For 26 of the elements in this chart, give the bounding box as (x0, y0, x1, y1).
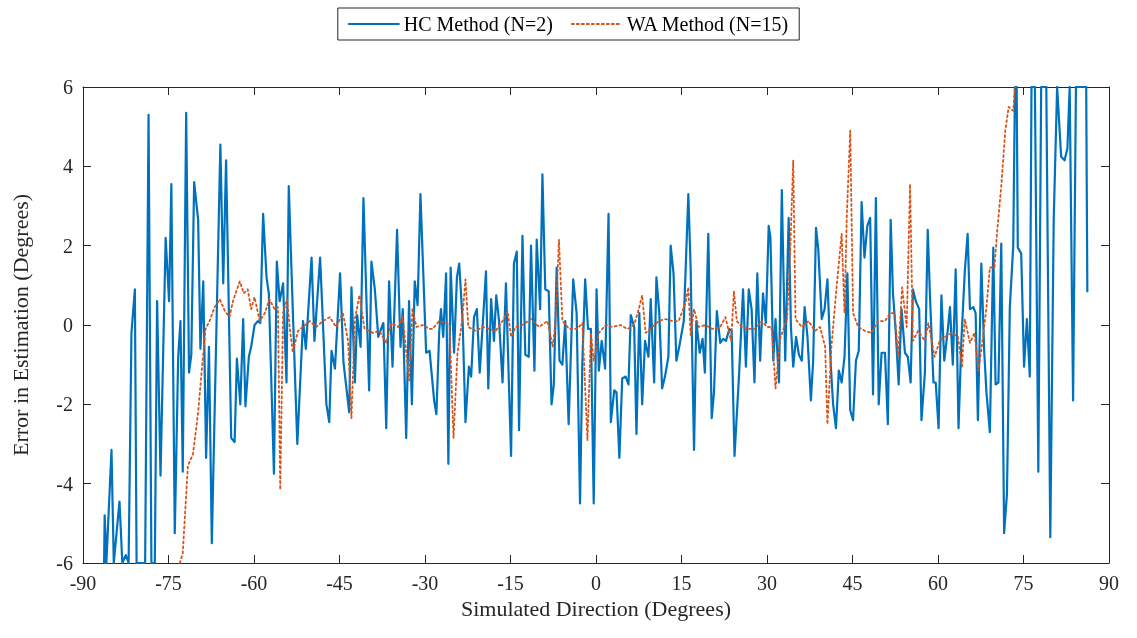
y-tick-label: -4 (56, 472, 73, 495)
x-tick-label: -75 (155, 572, 182, 594)
x-tick-label: 75 (1013, 572, 1034, 594)
x-tick-label: -60 (240, 572, 268, 594)
x-tick-label: 15 (671, 572, 692, 594)
x-axis-title: Simulated Direction (Degrees) (460, 596, 732, 622)
y-tick-label: 4 (63, 155, 73, 178)
legend-label: HC Method (N=2) (403, 13, 553, 36)
x-tick-label: 60 (928, 572, 948, 594)
y-tick-label: 6 (63, 76, 73, 98)
line-series (179, 86, 1016, 564)
x-tick-label: -45 (326, 572, 353, 594)
line-series (102, 85, 1089, 565)
x-tick-label: -15 (497, 572, 524, 594)
x-tick-label: 45 (842, 572, 863, 594)
x-tick-label: 0 (591, 572, 601, 594)
y-tick-label: -6 (56, 552, 73, 574)
x-tick-label: 90 (1099, 572, 1119, 594)
y-tick-label: -2 (56, 393, 73, 416)
x-tick-label: -30 (411, 572, 439, 594)
y-tick-label: 2 (63, 234, 73, 257)
y-axis-title: Error in Estimation (Degrees) (7, 193, 33, 457)
x-tick-label: 30 (757, 572, 777, 594)
y-tick-label: 0 (63, 314, 73, 336)
x-tick-label: -90 (69, 572, 97, 594)
legend-label: WA Method (N=15) (626, 13, 789, 36)
